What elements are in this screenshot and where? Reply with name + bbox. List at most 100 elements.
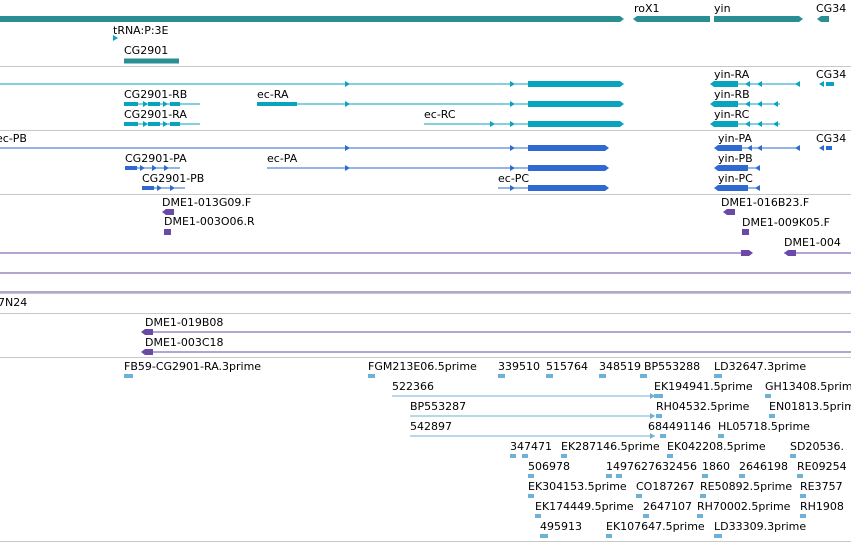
transcript-label[interactable]: yin-RA [714,68,750,81]
est-label[interactable]: LD33309.3prime [714,520,807,533]
arrow-left-icon[interactable] [784,250,788,256]
est-glyph[interactable] [700,494,706,498]
est-glyph[interactable] [718,434,724,438]
transcript-label[interactable]: CG34 [816,68,847,81]
transcript-exon[interactable] [714,81,738,87]
arrow-left-icon[interactable] [141,349,145,355]
est-label[interactable]: EK107647.5prime [606,520,705,533]
arrow-left-icon[interactable] [710,101,714,107]
est-label[interactable]: FB59-CG2901-RA.3prime [124,360,262,373]
transcript-label[interactable]: ec-RA [257,88,289,101]
arrow-left-icon[interactable] [745,81,750,87]
transcript-exon[interactable] [124,122,138,126]
gene-glyph[interactable] [637,16,710,22]
est-glyph[interactable] [510,454,516,458]
est-glyph[interactable] [616,474,622,478]
est-glyph[interactable] [654,394,660,398]
protein-label[interactable]: CG2901-PB [142,172,205,185]
transcript-label[interactable]: yin-RB [714,88,750,101]
transcript-exon[interactable] [826,82,834,86]
protein-exon[interactable] [826,146,832,150]
arrow-left-icon[interactable] [745,101,750,107]
est-label[interactable]: RH70002.5prime [697,500,791,513]
arrow-right-icon[interactable] [490,121,495,127]
est-glyph[interactable] [702,474,708,478]
arrow-right-icon[interactable] [163,101,168,107]
est-glyph[interactable] [714,374,722,378]
est-glyph[interactable] [535,514,541,518]
est-glyph[interactable] [599,374,606,378]
protein-exon[interactable] [125,166,137,170]
est-label[interactable]: SD20536. [790,440,844,453]
arrow-left-icon[interactable] [141,329,145,335]
protein-label[interactable]: CG2901-PA [125,152,187,165]
est-label[interactable]: BP553288 [644,360,701,373]
est-glyph[interactable] [800,514,806,518]
transcript-label[interactable]: CG2901-RA [124,108,187,121]
transcript-label[interactable]: CG2901-RB [124,88,188,101]
protein-label[interactable]: CG34 [816,132,847,145]
transcript-exon[interactable] [170,102,180,106]
protein-exon[interactable] [142,186,154,190]
est-label[interactable]: HL05718.5prime [718,420,810,433]
est-glyph[interactable] [790,454,796,458]
est-glyph[interactable] [528,474,534,478]
est-glyph[interactable] [546,374,553,378]
clone-glyph[interactable] [164,229,171,235]
est-label[interactable]: EN01813.5prime [769,400,851,413]
est-label[interactable]: FGM213E06.5prime [368,360,477,373]
arrow-right-icon[interactable] [650,433,655,439]
transcript-exon[interactable] [528,101,620,107]
clone-label[interactable]: DME1-013G09.F [162,196,252,209]
arrow-right-icon[interactable] [650,393,655,399]
est-glyph[interactable] [540,534,548,538]
arrow-left-icon[interactable] [710,81,714,87]
transcript-exon[interactable] [714,121,738,127]
protein-label[interactable]: yin-PC [718,172,753,185]
transcript-exon[interactable] [170,122,180,126]
est-label[interactable]: 1497627632456 [606,460,697,473]
transcript-label[interactable]: ec-RC [424,108,456,121]
gene-label[interactable]: roX1 [634,2,660,15]
transcript-exon[interactable] [257,102,297,106]
est-glyph[interactable] [769,414,775,418]
est-label[interactable]: 495913 [540,520,582,533]
est-label[interactable]: RE09254 [797,460,847,473]
arrow-left-icon[interactable] [795,145,800,151]
est-glyph[interactable] [656,414,662,418]
est-glyph[interactable] [498,374,505,378]
arrow-right-icon[interactable] [620,81,624,87]
est-label[interactable]: 2646198 [739,460,788,473]
est-glyph[interactable] [660,434,666,438]
clone-glyph[interactable] [166,209,174,215]
est-label[interactable]: 2647107 [643,500,692,513]
est-glyph[interactable] [765,394,771,398]
clone-glyph[interactable] [727,209,735,215]
est-label[interactable]: CO187267 [636,480,695,493]
transcript-exon[interactable] [714,101,738,107]
est-glyph[interactable] [528,494,534,498]
arrow-right-icon[interactable] [799,16,803,22]
est-glyph[interactable] [800,494,806,498]
arrow-left-icon[interactable] [633,16,637,22]
est-label[interactable]: GH13408.5prime [765,380,851,393]
arrow-left-icon[interactable] [710,121,714,127]
est-label[interactable]: 515764 [546,360,588,373]
arrow-right-icon[interactable] [157,185,162,191]
clone-label[interactable]: DME1-003C18 [145,336,224,349]
arrow-left-icon[interactable] [819,81,824,87]
arrow-right-icon[interactable] [605,185,609,191]
clone-label[interactable]: DME1-016B23.F [721,196,810,209]
est-glyph[interactable] [561,454,567,458]
arrow-left-icon[interactable] [162,209,166,215]
est-glyph[interactable] [667,454,673,458]
clone-glyph[interactable] [145,349,153,355]
arrow-left-icon[interactable] [747,145,752,151]
gene-label[interactable]: CG2901 [124,44,169,57]
arrow-right-icon[interactable] [620,121,624,127]
arrow-right-icon[interactable] [620,101,624,107]
gene-label[interactable]: CG34 [816,2,847,15]
est-label[interactable]: 542897 [410,420,452,433]
clone-label[interactable]: 7N24 [0,296,28,309]
